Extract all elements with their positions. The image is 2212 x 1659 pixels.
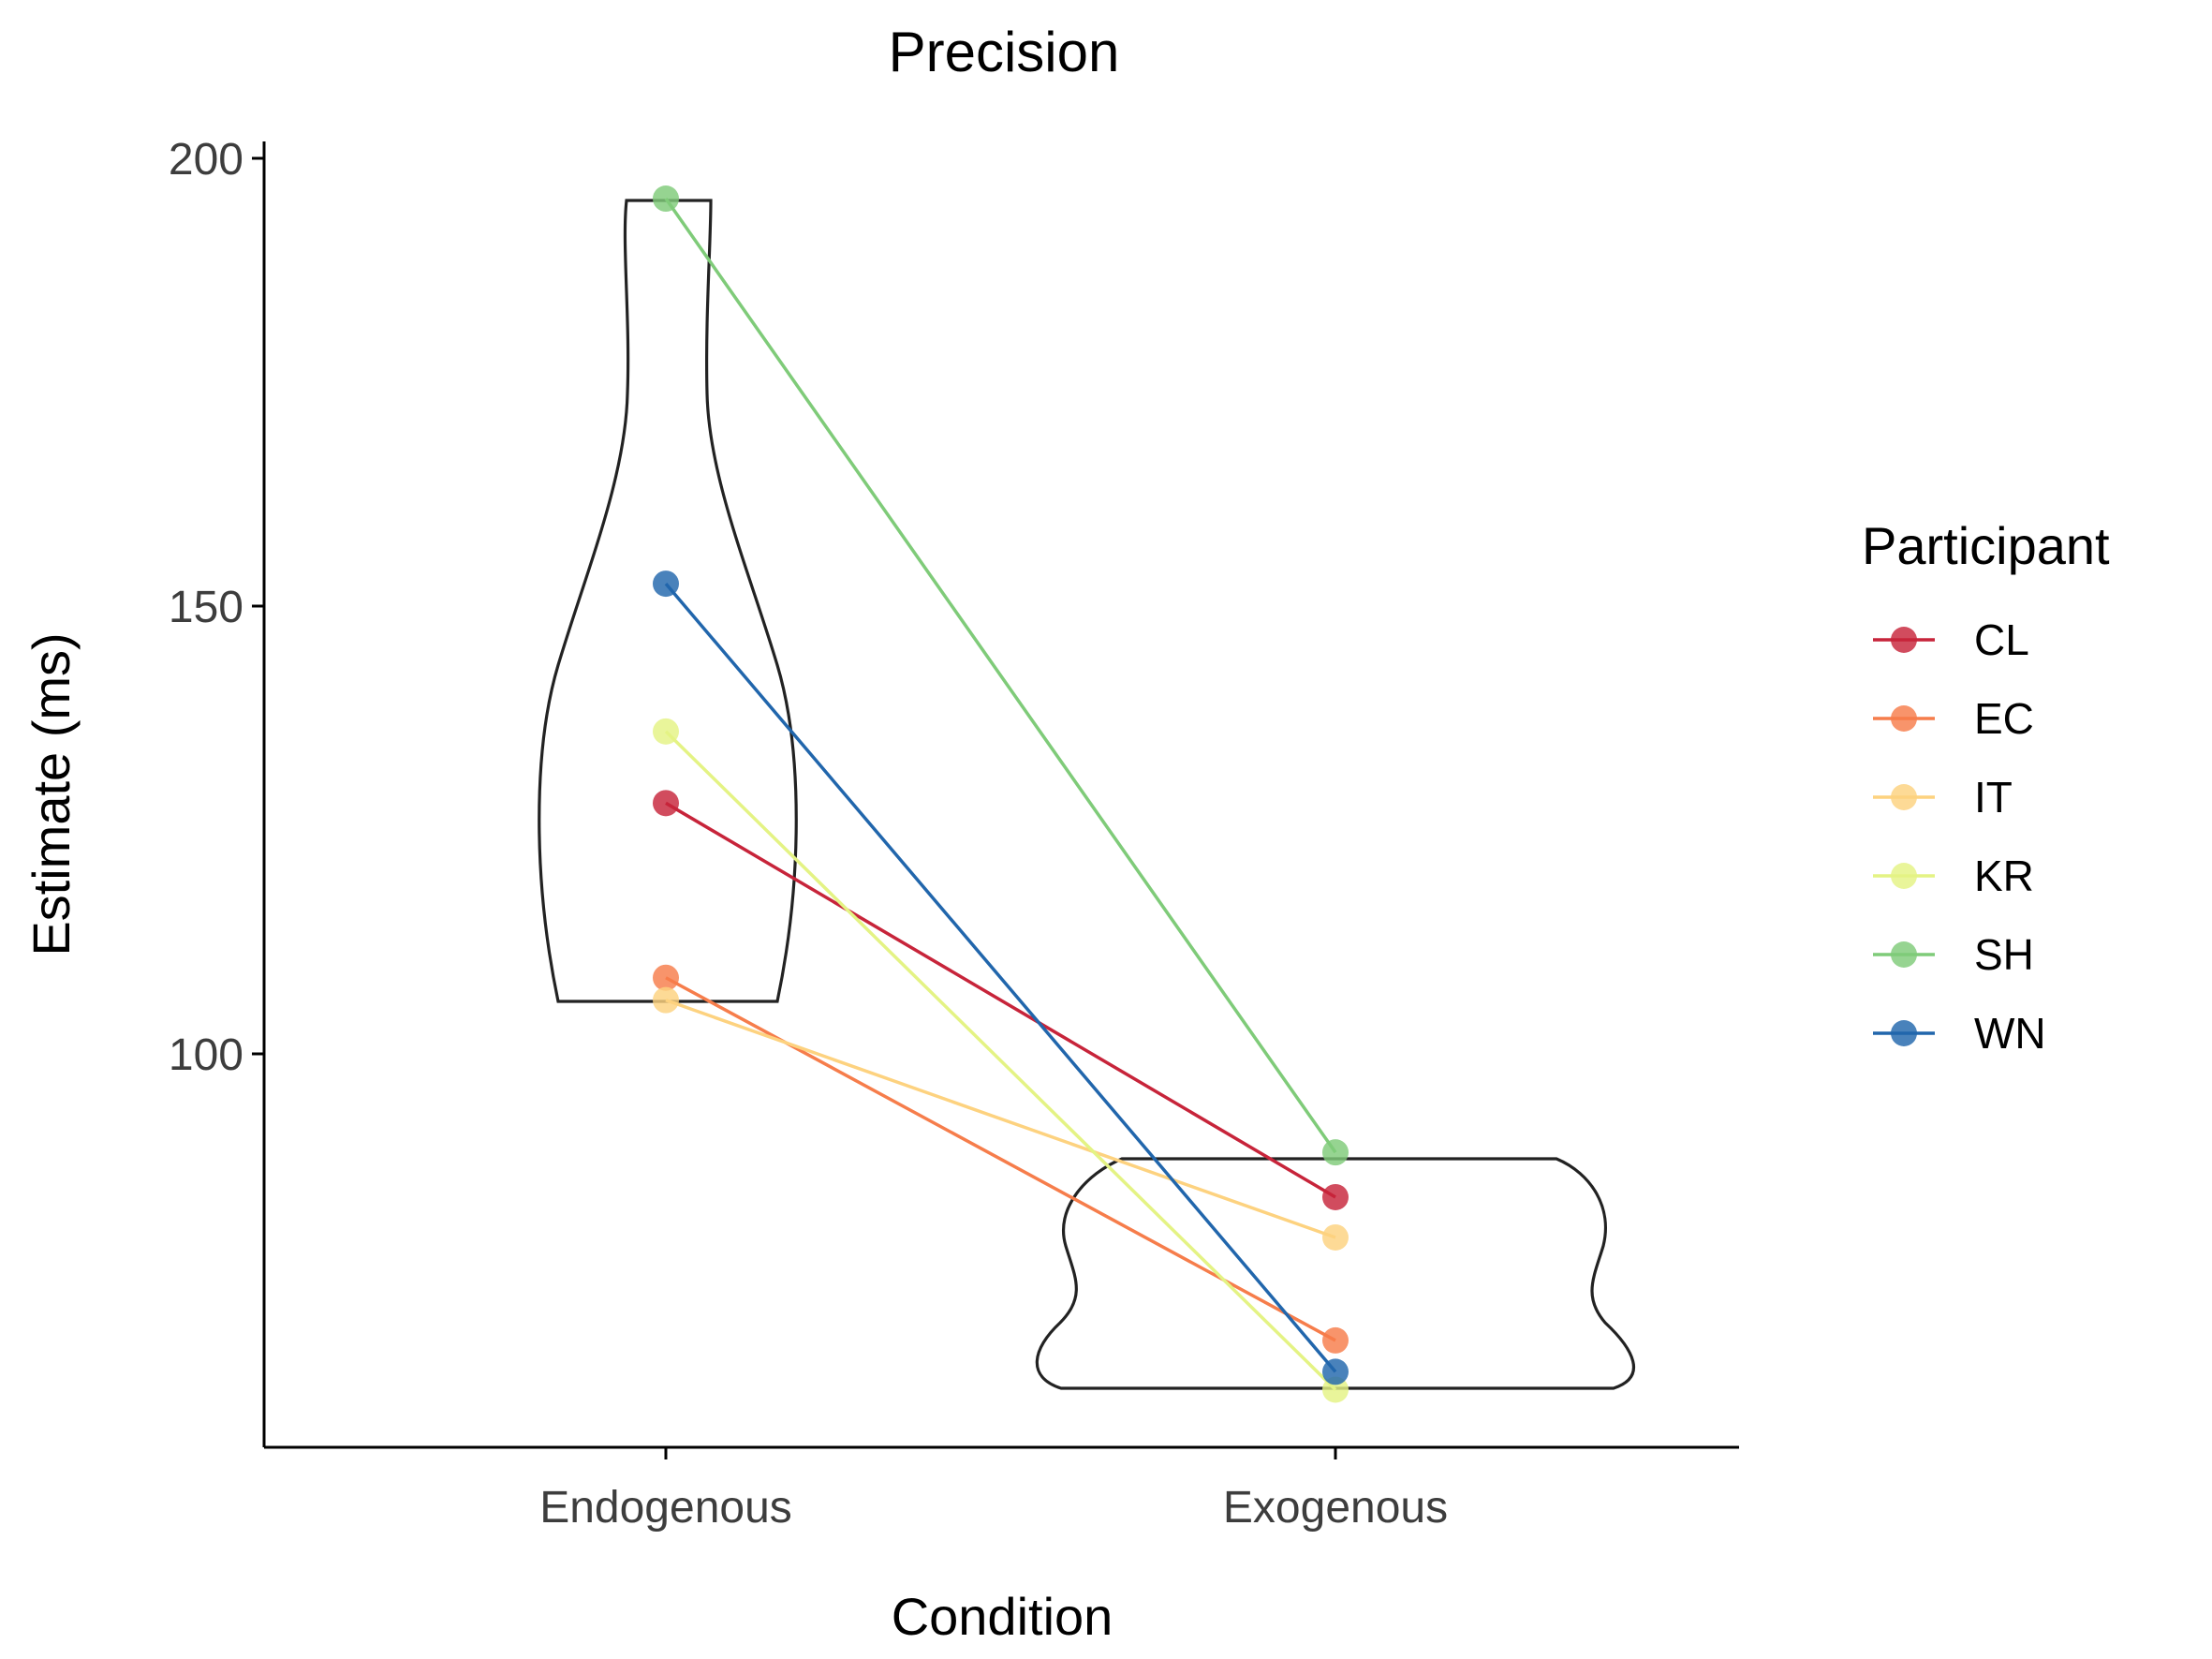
legend-marker (1891, 705, 1917, 732)
series-line-kr (664, 730, 1337, 1391)
legend-marker (1891, 1020, 1917, 1046)
series-line-wn (664, 582, 1337, 1373)
legend-item-sh: SH (1873, 930, 2034, 979)
y-tick-label: 100 (169, 1030, 243, 1080)
point-ec-endogenous (653, 964, 679, 991)
legend-marker (1891, 941, 1917, 968)
legend-marker (1891, 627, 1917, 653)
y-tick-label: 200 (169, 135, 243, 185)
y-tick-label: 150 (169, 583, 243, 632)
point-sh-exogenous (1322, 1139, 1349, 1166)
chart-title: Precision (889, 21, 1120, 83)
legend: Participant CL EC IT KR SH WN (1862, 516, 2110, 1058)
violin-endogenous (538, 199, 798, 1003)
legend-item-cl: CL (1873, 615, 2029, 664)
legend-label: KR (1974, 852, 2034, 900)
point-cl-endogenous (653, 790, 679, 817)
x-axis-title: Condition (892, 1587, 1113, 1646)
point-wn-endogenous (653, 570, 679, 598)
legend-label: SH (1974, 930, 2034, 979)
y-axis: 100 150 200 (169, 135, 266, 1447)
point-it-endogenous (653, 986, 679, 1014)
legend-item-kr: KR (1873, 852, 2034, 900)
legend-item-ec: EC (1873, 694, 2034, 743)
legend-label: EC (1974, 694, 2034, 743)
legend-item-it: IT (1873, 773, 2013, 822)
legend-item-wn: WN (1873, 1009, 2046, 1058)
violin-exogenous (1035, 1157, 1635, 1390)
x-tick-label: Exogenous (1223, 1483, 1448, 1533)
series-lines (664, 198, 1337, 1391)
series-line-it (665, 998, 1336, 1239)
point-wn-exogenous (1322, 1358, 1349, 1385)
series-line-cl (665, 801, 1336, 1199)
point-kr-endogenous (653, 718, 679, 745)
point-sh-endogenous (653, 185, 679, 213)
x-axis: Endogenous Exogenous (264, 1445, 1739, 1533)
series-points (653, 185, 1349, 1403)
series-line-sh (664, 198, 1337, 1154)
point-it-exogenous (1322, 1223, 1349, 1251)
point-ec-exogenous (1322, 1326, 1349, 1354)
legend-marker (1891, 784, 1917, 810)
point-cl-exogenous (1322, 1183, 1349, 1210)
x-tick-label: Endogenous (539, 1483, 792, 1533)
legend-label: IT (1974, 773, 2013, 822)
legend-label: WN (1974, 1009, 2046, 1058)
violins (538, 199, 1635, 1390)
legend-title: Participant (1862, 516, 2110, 575)
legend-marker (1891, 863, 1917, 889)
y-axis-title: Estimate (ms) (22, 632, 81, 955)
legend-label: CL (1974, 615, 2029, 664)
